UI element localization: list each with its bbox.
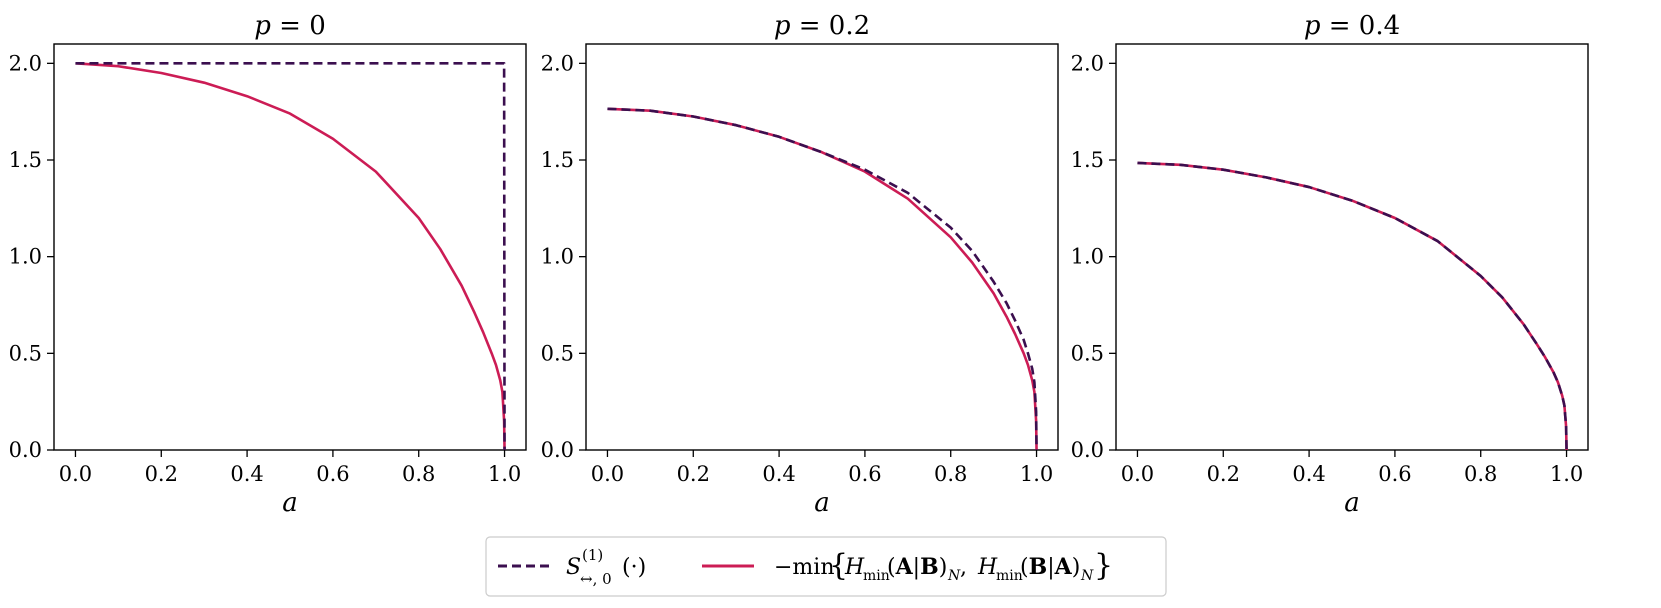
y-tick-label: 0.5 [541, 341, 574, 365]
legend-label-brace-close: } [1094, 548, 1113, 583]
legend-label-min: −min [774, 555, 835, 580]
legend-label-s-arg: (·) [622, 555, 646, 580]
y-tick-label: 1.5 [9, 148, 42, 172]
axes-frame [53, 43, 527, 451]
x-tick-label: 0.0 [1121, 462, 1154, 486]
x-tick-label: 0.2 [677, 462, 710, 486]
x-tick-label: 0.8 [402, 462, 435, 486]
series-line-dashed [1137, 161, 1568, 451]
y-tick-label: 0.5 [9, 341, 42, 365]
legend-label-h1: H [844, 555, 865, 580]
legend-label-s: S [566, 555, 581, 580]
chart-panel-1: p = 0.2 0.0 0.2 0.4 0.6 0.8 1.0 0.0 0.5 1.0 1.5 2.0… [541, 11, 1059, 518]
y-tick-label: 1.0 [541, 245, 574, 269]
y-tick-label: 0.0 [9, 438, 42, 462]
axes-frame [1115, 43, 1589, 451]
x-tick-label: 0.6 [1378, 462, 1411, 486]
y-tick-label: 1.0 [9, 245, 42, 269]
legend-label-s-sub: ↔, 0 [580, 570, 612, 588]
x-tick-label: 0.4 [1292, 462, 1325, 486]
x-tick-label: 1.0 [1020, 462, 1053, 486]
panel-title: p = 0 [254, 11, 326, 41]
y-tick-label: 1.5 [1071, 148, 1104, 172]
x-tick-label: 0.2 [1207, 462, 1240, 486]
chart-panel-0: p = 0 0.0 0.2 0.4 0.6 0.8 1.0 0.0 0.5 1.0 1.5 2.0 a [9, 11, 527, 518]
y-tick-label: 1.5 [541, 148, 574, 172]
legend: S (1) ↔, 0 (·) −min { H min (A|B) N , H … [485, 536, 1167, 597]
legend-label-h1-arg: (A|B) [887, 554, 947, 580]
x-tick-label: 0.2 [145, 462, 178, 486]
y-tick-label: 0.0 [1071, 438, 1104, 462]
series-line-dashed [75, 62, 506, 451]
x-tick-label: 1.0 [1550, 462, 1583, 486]
x-tick-label: 1.0 [488, 462, 521, 486]
x-tick-label: 0.8 [934, 462, 967, 486]
y-tick-label: 0.5 [1071, 341, 1104, 365]
y-tick-label: 2.0 [9, 51, 42, 75]
legend-label-h1-sub-n: N [947, 568, 961, 584]
axes-frame [585, 43, 1059, 451]
legend-label-s-sup: (1) [582, 546, 603, 564]
y-tick-label: 0.0 [541, 438, 574, 462]
y-tick-label: 2.0 [1071, 51, 1104, 75]
legend-label-h2-sub-n: N [1080, 568, 1094, 584]
x-tick-label: 0.4 [762, 462, 795, 486]
series-line-solid [607, 107, 1038, 451]
legend-label-h1-sub: min [863, 568, 890, 584]
y-tick-label: 2.0 [541, 51, 574, 75]
x-axis-label: a [814, 488, 830, 518]
panels: p = 00.0 0.2 0.4 0.6 0.8 1.00.00.51.01.52.0ap… [9, 11, 1589, 518]
series-line-solid [75, 62, 506, 451]
panel-title: p = 0.4 [1304, 11, 1400, 41]
x-tick-label: 0.0 [591, 462, 624, 486]
x-tick-label: 0.6 [316, 462, 349, 486]
y-tick-label: 1.0 [1071, 245, 1104, 269]
x-tick-label: 0.8 [1464, 462, 1497, 486]
x-tick-label: 0.4 [230, 462, 263, 486]
x-axis-label: a [282, 488, 298, 518]
series-line-dashed [607, 107, 1038, 451]
x-tick-label: 0.6 [848, 462, 881, 486]
chart-panel-2: p = 0.4 0.0 0.2 0.4 0.6 0.8 1.0 0.0 0.5 1.0 1.5 2.0… [1071, 11, 1589, 518]
x-tick-label: 0.0 [59, 462, 92, 486]
legend-label-comma: , [960, 555, 967, 580]
x-axis-label: a [1344, 488, 1360, 518]
legend-label-h2-sub: min [996, 568, 1023, 584]
legend-box [485, 536, 1167, 597]
panel-title: p = 0.2 [774, 11, 870, 41]
legend-label-brace-open: { [829, 548, 848, 583]
legend-label-h2: H [977, 555, 998, 580]
series-line-solid [1137, 161, 1568, 451]
legend-label-h2-arg: (B|A) [1020, 554, 1080, 580]
